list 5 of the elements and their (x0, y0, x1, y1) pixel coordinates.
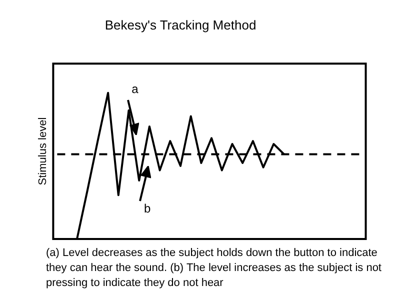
y-axis-title: Stimulus level (37, 117, 50, 186)
text: (a) Level decreases as the subject holds down the button to indicate they can hear the sound. (b) The level increases as the subject is not pressing to indicate they do not hear (46, 246, 382, 291)
annotation: a (132, 82, 139, 96)
chart-title: Bekesy's Tracking Method (104, 17, 256, 32)
annotation: b (144, 201, 152, 216)
